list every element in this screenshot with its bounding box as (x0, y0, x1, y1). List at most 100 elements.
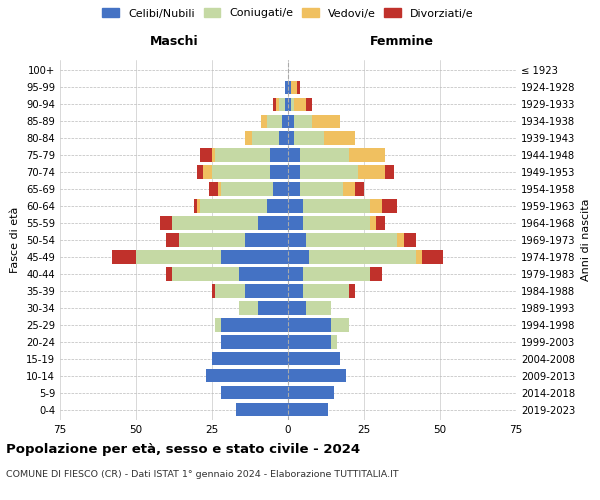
Bar (221, 386, 288, 400)
Bar (288, 268, 303, 280)
Bar (212, 148, 215, 162)
Bar (285, 80, 288, 94)
Bar (306, 302, 331, 314)
Bar (294, 132, 325, 144)
Bar (209, 182, 218, 196)
Bar (288, 302, 306, 314)
Text: Popolazione per età, sesso e stato civile - 2024: Popolazione per età, sesso e stato civil… (6, 442, 360, 456)
Bar (221, 250, 288, 264)
Bar (194, 200, 197, 212)
Bar (282, 114, 288, 128)
Bar (288, 216, 303, 230)
Bar (245, 234, 288, 246)
Bar (355, 182, 364, 196)
Bar (303, 200, 370, 212)
Bar (215, 284, 245, 298)
Bar (309, 250, 416, 264)
Bar (288, 200, 303, 212)
Bar (218, 182, 221, 196)
Bar (279, 132, 288, 144)
Bar (276, 98, 279, 111)
Bar (370, 216, 376, 230)
Bar (160, 216, 172, 230)
Bar (288, 336, 331, 348)
Bar (349, 148, 385, 162)
Bar (166, 234, 179, 246)
Bar (288, 250, 309, 264)
Bar (273, 98, 276, 111)
Text: Maschi: Maschi (149, 35, 199, 48)
Bar (239, 268, 288, 280)
Bar (172, 268, 239, 280)
Bar (422, 250, 443, 264)
Bar (288, 403, 328, 416)
Bar (288, 132, 294, 144)
Bar (206, 369, 288, 382)
Bar (221, 182, 273, 196)
Bar (416, 250, 422, 264)
Bar (288, 284, 303, 298)
Bar (179, 234, 245, 246)
Bar (349, 284, 355, 298)
Bar (288, 318, 331, 332)
Bar (288, 369, 346, 382)
Bar (300, 182, 343, 196)
Bar (294, 114, 313, 128)
Bar (245, 284, 288, 298)
Bar (270, 166, 288, 178)
Bar (288, 352, 340, 366)
Bar (385, 166, 394, 178)
Bar (382, 200, 397, 212)
Bar (306, 98, 313, 111)
Bar (221, 336, 288, 348)
Bar (358, 166, 385, 178)
Bar (288, 148, 300, 162)
Bar (136, 250, 221, 264)
Bar (267, 114, 282, 128)
Bar (273, 182, 288, 196)
Bar (303, 268, 370, 280)
Bar (212, 352, 288, 366)
Bar (200, 200, 267, 212)
Bar (306, 234, 397, 246)
Bar (270, 148, 288, 162)
Bar (212, 166, 270, 178)
Y-axis label: Anni di nascita: Anni di nascita (581, 198, 591, 281)
Bar (291, 80, 297, 94)
Bar (245, 132, 251, 144)
Bar (166, 268, 172, 280)
Bar (285, 98, 288, 111)
Bar (260, 114, 267, 128)
Bar (200, 148, 212, 162)
Text: COMUNE DI FIESCO (CR) - Dati ISTAT 1° gennaio 2024 - Elaborazione TUTTITALIA.IT: COMUNE DI FIESCO (CR) - Dati ISTAT 1° ge… (6, 470, 398, 479)
Bar (267, 200, 288, 212)
Bar (172, 216, 257, 230)
Bar (300, 166, 358, 178)
Bar (303, 216, 370, 230)
Legend: Celibi/Nubili, Coniugati/e, Vedovi/e, Divorziati/e: Celibi/Nubili, Coniugati/e, Vedovi/e, Di… (103, 8, 473, 18)
Bar (288, 386, 334, 400)
Bar (251, 132, 279, 144)
Bar (288, 80, 291, 94)
Bar (288, 182, 300, 196)
Bar (291, 98, 294, 111)
Bar (257, 216, 288, 230)
Bar (236, 403, 288, 416)
Bar (376, 216, 385, 230)
Bar (221, 318, 288, 332)
Text: Femmine: Femmine (370, 35, 434, 48)
Bar (370, 268, 382, 280)
Bar (203, 166, 212, 178)
Bar (215, 148, 270, 162)
Bar (370, 200, 382, 212)
Bar (288, 166, 300, 178)
Bar (197, 166, 203, 178)
Bar (239, 302, 257, 314)
Bar (331, 336, 337, 348)
Bar (331, 318, 349, 332)
Bar (300, 148, 349, 162)
Bar (215, 318, 221, 332)
Bar (343, 182, 355, 196)
Bar (397, 234, 404, 246)
Bar (112, 250, 136, 264)
